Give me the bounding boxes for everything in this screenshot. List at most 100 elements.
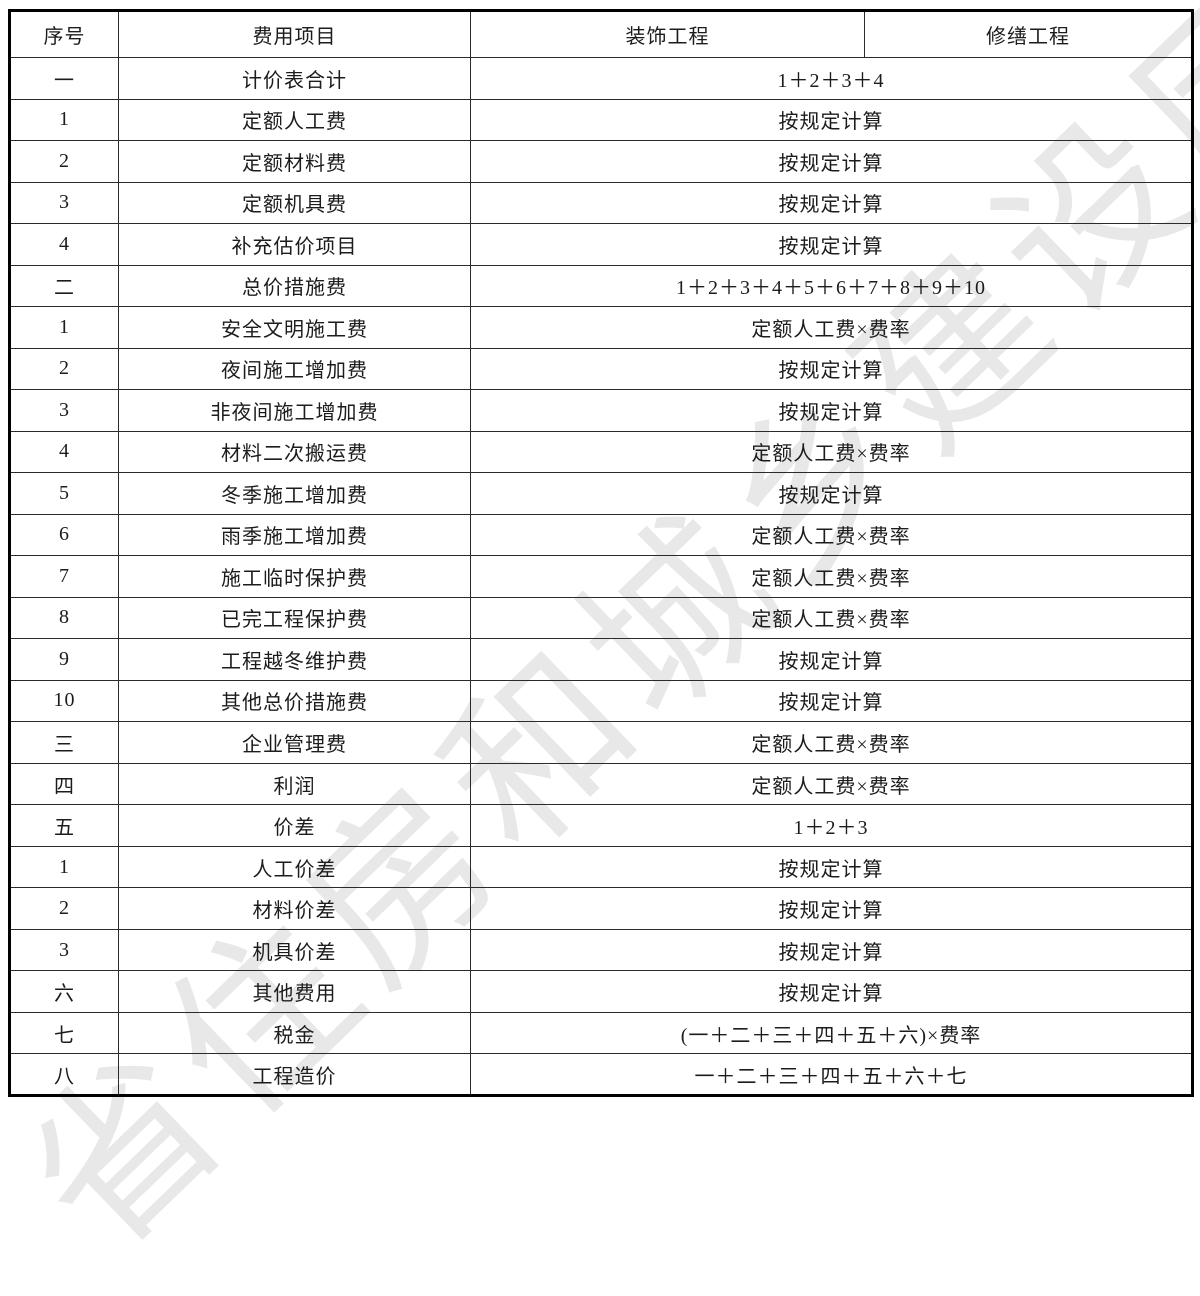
- calc-rule-cell: (一＋二＋三＋四＋五＋六)×费率: [470, 1011, 1193, 1055]
- table-row: 8 已完工程保护费 定额人工费×费率: [9, 596, 1193, 640]
- column-header-decoration-works: 装饰工程: [470, 10, 865, 58]
- fee-item-cell: 计价表合计: [118, 57, 471, 100]
- serial-no-cell: 八: [9, 1053, 119, 1096]
- calc-rule-cell: 按规定计算: [470, 223, 1193, 266]
- calc-rule-cell: 按规定计算: [470, 638, 1193, 681]
- column-header-fee-item: 费用项目: [118, 10, 471, 58]
- fee-item-cell: 总价措施费: [118, 264, 471, 308]
- table-row: 2 材料价差 按规定计算: [9, 887, 1193, 930]
- calc-rule-cell: 按规定计算: [470, 845, 1193, 889]
- table-row: 7 施工临时保护费 定额人工费×费率: [9, 555, 1193, 598]
- fee-item-cell: 工程越冬维护费: [118, 638, 471, 681]
- table-row: 1 定额人工费 按规定计算: [9, 98, 1193, 142]
- table-row: 9 工程越冬维护费 按规定计算: [9, 638, 1193, 681]
- fee-item-cell: 安全文明施工费: [118, 306, 471, 349]
- calc-rule-cell: 按规定计算: [470, 140, 1193, 183]
- table-row: 2 定额材料费 按规定计算: [9, 140, 1193, 183]
- table-row: 3 机具价差 按规定计算: [9, 928, 1193, 972]
- calc-rule-cell: 定额人工费×费率: [470, 306, 1193, 349]
- table-row: 2 夜间施工增加费 按规定计算: [9, 347, 1193, 391]
- calc-rule-cell: 按规定计算: [470, 389, 1193, 432]
- serial-no-cell: 三: [9, 721, 119, 764]
- table-row: 4 补充估价项目 按规定计算: [9, 223, 1193, 266]
- serial-no-cell: 四: [9, 762, 119, 806]
- serial-no-cell: 2: [9, 140, 119, 183]
- serial-no-cell: 1: [9, 98, 119, 142]
- column-header-serial-no: 序号: [9, 10, 119, 58]
- fee-item-cell: 其他费用: [118, 970, 471, 1013]
- calc-rule-cell: 按规定计算: [470, 472, 1193, 515]
- table-row: 一 计价表合计 1＋2＋3＋4: [9, 57, 1193, 100]
- table-row: 1 人工价差 按规定计算: [9, 845, 1193, 889]
- table-row: 五 价差 1＋2＋3: [9, 804, 1193, 847]
- calc-rule-cell: 定额人工费×费率: [470, 596, 1193, 640]
- calc-rule-cell: 1＋2＋3: [470, 804, 1193, 847]
- fee-item-cell: 补充估价项目: [118, 223, 471, 266]
- fee-item-cell: 材料二次搬运费: [118, 430, 471, 474]
- table-row: 3 定额机具费 按规定计算: [9, 181, 1193, 225]
- calc-rule-cell: 按规定计算: [470, 970, 1193, 1013]
- fee-item-cell: 定额人工费: [118, 98, 471, 142]
- table-row: 二 总价措施费 1＋2＋3＋4＋5＋6＋7＋8＋9＋10: [9, 264, 1193, 308]
- fee-item-cell: 材料价差: [118, 887, 471, 930]
- serial-no-cell: 1: [9, 845, 119, 889]
- table-row: 6 雨季施工增加费 定额人工费×费率: [9, 513, 1193, 557]
- fee-item-cell: 非夜间施工增加费: [118, 389, 471, 432]
- calc-rule-cell: 按规定计算: [470, 181, 1193, 225]
- fee-item-cell: 机具价差: [118, 928, 471, 972]
- fee-item-cell: 企业管理费: [118, 721, 471, 764]
- calc-rule-cell: 定额人工费×费率: [470, 555, 1193, 598]
- fee-item-cell: 雨季施工增加费: [118, 513, 471, 557]
- serial-no-cell: 六: [9, 970, 119, 1013]
- calc-rule-cell: 1＋2＋3＋4: [470, 57, 1193, 100]
- serial-no-cell: 8: [9, 596, 119, 640]
- fee-item-cell: 冬季施工增加费: [118, 472, 471, 515]
- calc-rule-cell: 定额人工费×费率: [470, 513, 1193, 557]
- serial-no-cell: 1: [9, 306, 119, 349]
- header-row: 序号 费用项目 装饰工程 修缮工程: [9, 10, 1193, 58]
- column-header-repair-works: 修缮工程: [864, 10, 1193, 58]
- calc-rule-cell: 1＋2＋3＋4＋5＋6＋7＋8＋9＋10: [470, 264, 1193, 308]
- serial-no-cell: 10: [9, 679, 119, 723]
- serial-no-cell: 2: [9, 887, 119, 930]
- fee-item-cell: 夜间施工增加费: [118, 347, 471, 391]
- calc-rule-cell: 按规定计算: [470, 679, 1193, 723]
- serial-no-cell: 6: [9, 513, 119, 557]
- serial-no-cell: 五: [9, 804, 119, 847]
- table-row: 八 工程造价 一＋二＋三＋四＋五＋六＋七: [9, 1053, 1193, 1096]
- serial-no-cell: 4: [9, 223, 119, 266]
- serial-no-cell: 一: [9, 57, 119, 100]
- fee-item-cell: 定额机具费: [118, 181, 471, 225]
- table-row: 10 其他总价措施费 按规定计算: [9, 679, 1193, 723]
- table-row: 1 安全文明施工费 定额人工费×费率: [9, 306, 1193, 349]
- fee-item-cell: 税金: [118, 1011, 471, 1055]
- serial-no-cell: 3: [9, 389, 119, 432]
- fee-item-cell: 价差: [118, 804, 471, 847]
- serial-no-cell: 9: [9, 638, 119, 681]
- fee-item-cell: 利润: [118, 762, 471, 806]
- table-row: 4 材料二次搬运费 定额人工费×费率: [9, 430, 1193, 474]
- table-row: 5 冬季施工增加费 按规定计算: [9, 472, 1193, 515]
- table-row: 3 非夜间施工增加费 按规定计算: [9, 389, 1193, 432]
- serial-no-cell: 二: [9, 264, 119, 308]
- serial-no-cell: 5: [9, 472, 119, 515]
- serial-no-cell: 2: [9, 347, 119, 391]
- table-row: 六 其他费用 按规定计算: [9, 970, 1193, 1013]
- fee-item-cell: 其他总价措施费: [118, 679, 471, 723]
- table-body: 一 计价表合计 1＋2＋3＋4 1 定额人工费 按规定计算 2 定额材料费 按规…: [9, 57, 1193, 1096]
- calc-rule-cell: 按规定计算: [470, 887, 1193, 930]
- fee-calculation-table: 序号 费用项目 装饰工程 修缮工程 一 计价表合计 1＋2＋3＋4 1 定额人工…: [8, 9, 1194, 1097]
- serial-no-cell: 4: [9, 430, 119, 474]
- table-row: 七 税金 (一＋二＋三＋四＋五＋六)×费率: [9, 1011, 1193, 1055]
- table-row: 三 企业管理费 定额人工费×费率: [9, 721, 1193, 764]
- fee-item-cell: 已完工程保护费: [118, 596, 471, 640]
- fee-item-cell: 施工临时保护费: [118, 555, 471, 598]
- fee-item-cell: 人工价差: [118, 845, 471, 889]
- calc-rule-cell: 按规定计算: [470, 98, 1193, 142]
- calc-rule-cell: 定额人工费×费率: [470, 721, 1193, 764]
- calc-rule-cell: 定额人工费×费率: [470, 762, 1193, 806]
- fee-item-cell: 工程造价: [118, 1053, 471, 1096]
- table-row: 四 利润 定额人工费×费率: [9, 762, 1193, 806]
- fee-item-cell: 定额材料费: [118, 140, 471, 183]
- serial-no-cell: 7: [9, 555, 119, 598]
